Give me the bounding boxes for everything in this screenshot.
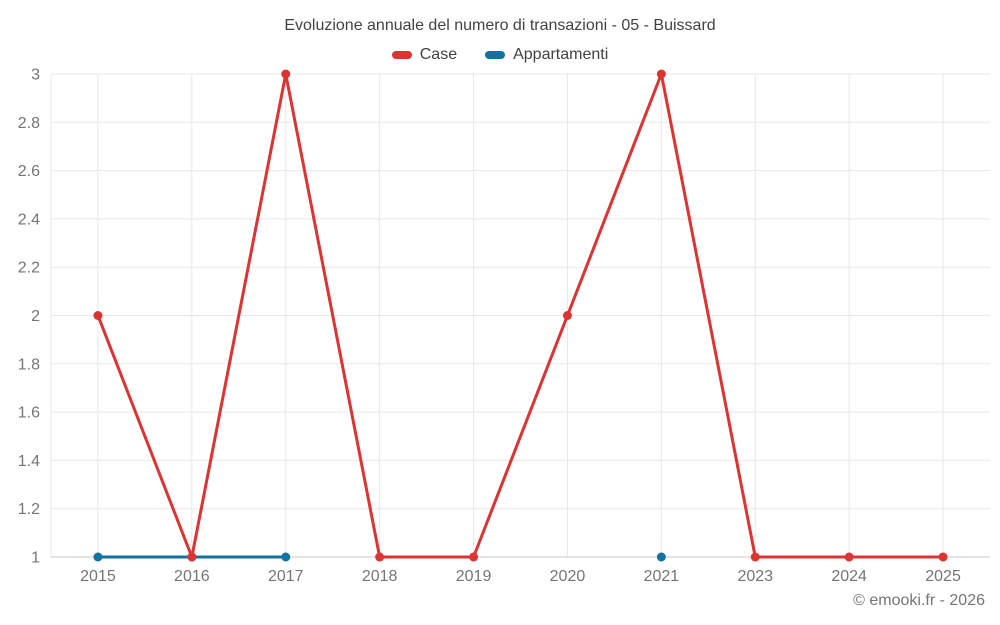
case-data-point [469, 552, 479, 562]
x-tick-label: 2023 [737, 568, 773, 585]
y-tick-label: 1.6 [18, 405, 40, 422]
case-data-point [844, 552, 854, 562]
chart-title: Evoluzione annuale del numero di transaz… [284, 17, 716, 34]
y-tick-label: 2 [31, 308, 40, 325]
appartamenti-data-point [656, 552, 666, 562]
x-tick-label: 2015 [80, 568, 116, 585]
chart-legend: Case Appartamenti [0, 46, 1000, 64]
copyright-text: © emooki.fr - 2026 [853, 592, 985, 609]
y-tick-label: 1 [31, 550, 40, 567]
x-tick-label: 2018 [362, 568, 398, 585]
x-tick-label: 2017 [268, 568, 304, 585]
y-tick-label: 1.2 [18, 501, 40, 518]
y-tick-label: 1.8 [18, 356, 40, 373]
legend-item-appartamenti[interactable]: Appartamenti [485, 46, 608, 64]
legend-swatch-case [391, 51, 412, 59]
x-tick-label: 2024 [831, 568, 867, 585]
legend-label: Appartamenti [513, 46, 609, 63]
appartamenti-data-point [281, 552, 291, 562]
case-data-point [281, 69, 291, 79]
y-tick-label: 2.4 [18, 211, 40, 228]
x-tick-label: 2025 [925, 568, 961, 585]
y-axis-labels: 1 1.2 1.4 1.6 1.8 2 2.2 2.4 2.6 2.8 3 [18, 67, 40, 567]
x-tick-label: 2019 [456, 568, 492, 585]
x-tick-label: 2016 [174, 568, 210, 585]
case-data-point [187, 552, 197, 562]
legend-label: Case [419, 46, 458, 63]
x-axis-labels: 2015 2016 2017 2018 2019 2020 2021 2023 2024 2025 [80, 568, 961, 585]
series-case [93, 69, 948, 562]
y-tick-label: 2.2 [18, 260, 40, 277]
case-data-point [656, 69, 666, 79]
case-data-point [562, 311, 572, 320]
case-data-point [375, 552, 385, 562]
series-line-case [96, 72, 945, 559]
appartamenti-data-point [93, 552, 103, 562]
y-tick-label: 3 [31, 67, 40, 84]
y-tick-label: 1.4 [18, 453, 40, 470]
legend-item-case[interactable]: Case [391, 46, 458, 64]
legend-swatch-appartamenti [485, 51, 506, 59]
y-tick-label: 2.6 [18, 163, 40, 180]
case-data-point [938, 552, 948, 562]
x-tick-label: 2021 [644, 568, 680, 585]
y-tick-label: 2.8 [18, 115, 40, 132]
x-tick-label: 2020 [550, 568, 586, 585]
case-data-point [93, 311, 103, 320]
case-data-point [750, 552, 760, 562]
